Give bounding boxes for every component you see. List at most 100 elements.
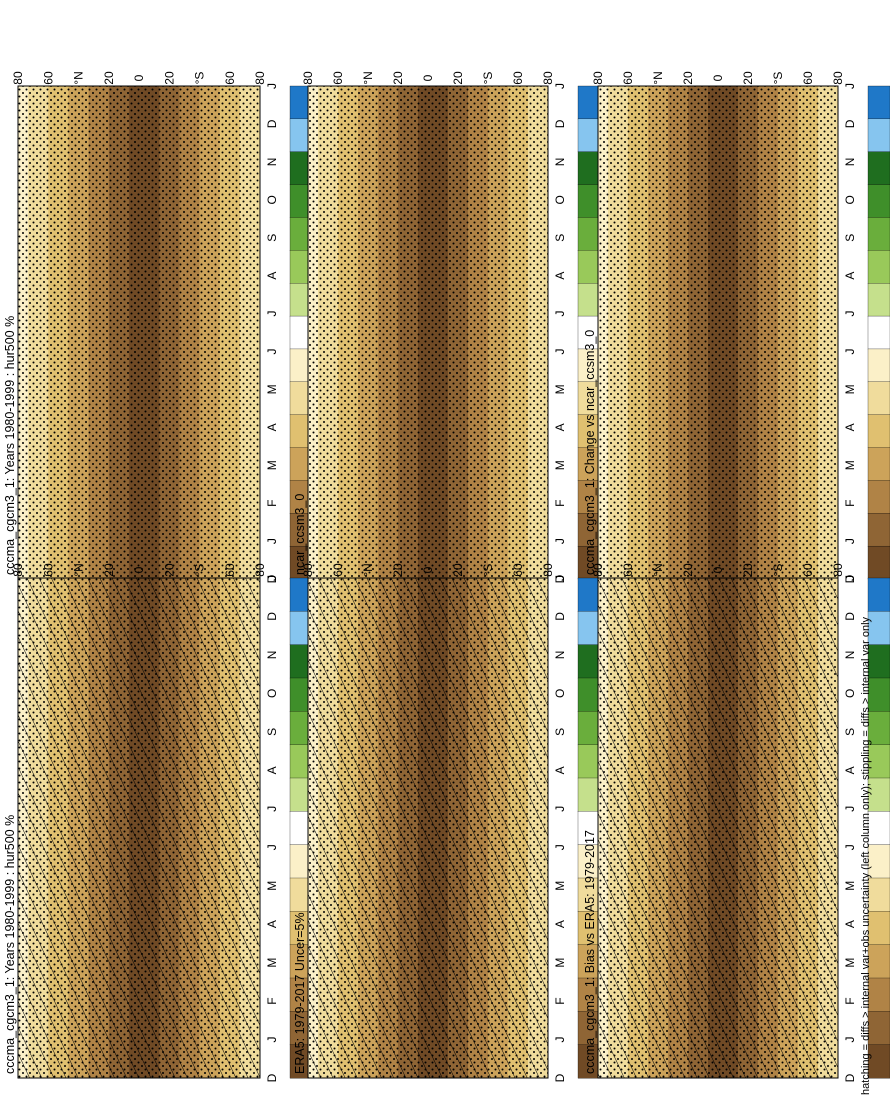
colorbar-swatch <box>867 480 890 514</box>
colorbar-swatch <box>867 217 890 251</box>
month-tick-label: A <box>843 766 857 774</box>
month-tick-label: S <box>553 234 567 242</box>
month-tick-label: J <box>843 348 857 354</box>
month-tick-label: A <box>553 766 567 774</box>
month-tick-label: J <box>843 83 857 89</box>
month-tick-label: A <box>843 272 857 280</box>
lat-tick-label: °N <box>72 563 86 576</box>
month-tick-label: J <box>553 538 567 544</box>
month-tick-label: D <box>553 1073 567 1082</box>
month-tick-label: S <box>265 728 279 736</box>
month-tick-label: J <box>553 806 567 812</box>
month-tick-label: J <box>265 575 279 581</box>
lat-tick-label: 60 <box>511 563 525 577</box>
lat-tick-label: 60 <box>511 71 525 85</box>
colorbar-swatch <box>577 777 601 812</box>
month-tick-label: N <box>843 651 857 660</box>
colorbar-swatch <box>867 447 890 481</box>
lat-tick-label: 20 <box>162 563 176 577</box>
month-tick-label: J <box>265 311 279 317</box>
colorbar-swatch <box>577 611 601 646</box>
month-tick-label: D <box>843 119 857 128</box>
month-tick-label: S <box>265 234 279 242</box>
lat-tick-label: 80 <box>541 563 555 577</box>
colorbar-swatch <box>577 151 601 186</box>
month-tick-label: J <box>843 1037 857 1043</box>
lat-tick-label: 60 <box>41 563 55 577</box>
lat-tick-label: 0 <box>421 74 435 81</box>
month-tick-label: A <box>843 920 857 928</box>
panel-title: cccma_cgcm3_1: Bias vs ERA5: 1979-2017 <box>583 830 597 1074</box>
colorbar-swatch <box>867 184 890 218</box>
lat-tick-label: 80 <box>11 71 25 85</box>
lat-tick-label: 60 <box>331 71 345 85</box>
month-tick-label: D <box>553 574 567 583</box>
month-tick-label: J <box>265 806 279 812</box>
lat-tick-label: °S <box>193 564 207 577</box>
lat-tick-label: 80 <box>11 563 25 577</box>
lat-tick-label: 80 <box>253 563 267 577</box>
lat-tick-label: °S <box>481 564 495 577</box>
month-tick-label: F <box>843 499 857 506</box>
colorbar-swatch <box>867 250 890 284</box>
month-tick-label: A <box>843 423 857 431</box>
lat-tick-label: °S <box>193 72 207 85</box>
lat-tick-label: 20 <box>451 71 465 85</box>
colorbar-swatch <box>867 151 890 186</box>
month-tick-label: A <box>265 920 279 928</box>
colorbar-swatch <box>867 315 890 350</box>
month-tick-label: M <box>843 881 857 891</box>
colorbar-swatch <box>867 1044 890 1079</box>
month-tick-label: S <box>553 728 567 736</box>
month-tick-label: F <box>265 997 279 1004</box>
month-tick-label: J <box>553 311 567 317</box>
month-tick-label: J <box>265 844 279 850</box>
colorbar-swatch <box>577 711 601 746</box>
lat-tick-label: 80 <box>831 71 845 85</box>
lat-tick-label: °N <box>651 71 665 84</box>
lat-tick-label: 20 <box>102 71 116 85</box>
month-tick-label: O <box>843 689 857 698</box>
lat-tick-label: 80 <box>253 71 267 85</box>
stippling <box>598 86 838 579</box>
panel-frame <box>307 577 549 1079</box>
hatching <box>308 578 548 1078</box>
lat-tick-label: 60 <box>621 563 635 577</box>
panel-frame <box>597 577 839 1079</box>
colorbar-swatch <box>577 577 601 612</box>
month-tick-label: A <box>265 272 279 280</box>
lat-tick-label: 80 <box>831 563 845 577</box>
panel-title: cccma_cgcm3_1: Years 1980-1999 : hur500 … <box>3 815 17 1074</box>
footer-note: hatching = diffs > internal var+obs unce… <box>860 616 872 1095</box>
month-tick-label: J <box>553 83 567 89</box>
lat-tick-label: 0 <box>132 74 146 81</box>
month-tick-label: F <box>843 997 857 1004</box>
colorbar-swatch <box>867 577 890 612</box>
lat-tick-label: °S <box>481 72 495 85</box>
month-tick-label: M <box>265 384 279 394</box>
colorbar-swatch <box>867 381 890 416</box>
month-tick-label: F <box>265 499 279 506</box>
lat-tick-label: 20 <box>681 71 695 85</box>
lat-tick-label: 20 <box>741 563 755 577</box>
month-tick-label: O <box>843 195 857 204</box>
colorbar-swatch <box>867 513 890 547</box>
lat-tick-label: 60 <box>331 563 345 577</box>
colorbar-swatch <box>577 184 601 218</box>
month-tick-label: N <box>843 158 857 167</box>
month-tick-label: F <box>553 499 567 506</box>
month-tick-label: J <box>843 311 857 317</box>
month-tick-label: D <box>553 612 567 621</box>
month-tick-label: A <box>553 920 567 928</box>
colorbar-swatch <box>867 283 890 317</box>
month-tick-label: J <box>843 844 857 850</box>
colorbar-swatch <box>577 217 601 251</box>
month-tick-label: M <box>265 460 279 470</box>
lat-tick-label: 0 <box>711 74 725 81</box>
month-tick-label: N <box>265 651 279 660</box>
lat-tick-label: 20 <box>391 563 405 577</box>
